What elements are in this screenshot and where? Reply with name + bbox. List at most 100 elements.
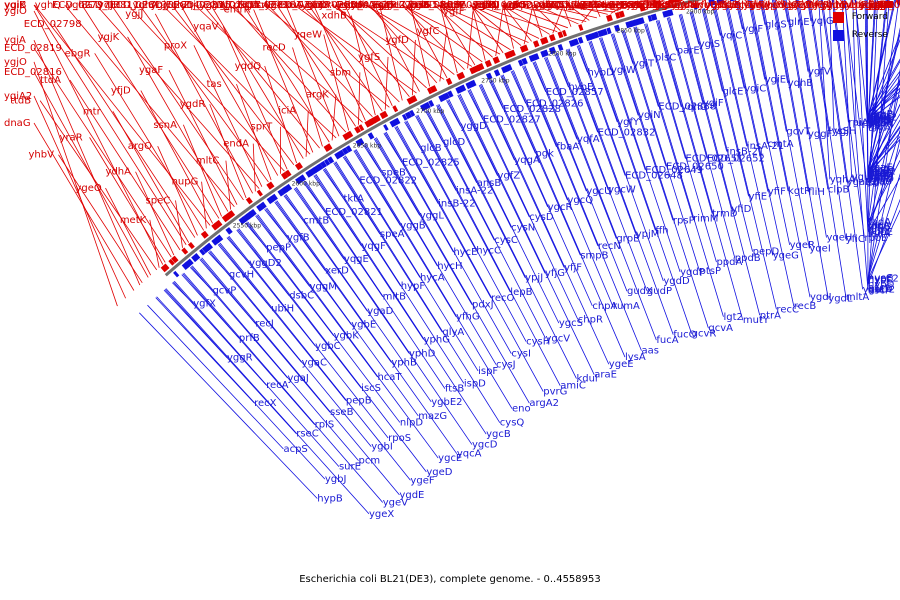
gene-leader-line	[469, 89, 579, 320]
gene-label: ygaU	[867, 177, 893, 188]
gene-label: gudP	[647, 286, 672, 297]
gene-label: parC	[868, 170, 892, 181]
gene-leader-line	[333, 162, 381, 235]
gene-leader-line	[760, 0, 787, 132]
gene-label: aer	[868, 110, 885, 121]
gene-label: ebgC	[630, 0, 656, 11]
gene-label: rseC	[296, 429, 318, 440]
gene-label: ECD_02816	[4, 67, 62, 78]
gene-leader-line	[438, 104, 577, 379]
gene-leader-line	[257, 214, 439, 459]
gene-leader-line	[704, 8, 777, 310]
gene-label: hybC	[692, 0, 718, 11]
gene-label: ygfK	[845, 0, 868, 11]
forward-feature	[606, 14, 613, 22]
gene-label: fucR	[808, 0, 830, 11]
gene-label: lepB	[510, 287, 532, 298]
gene-label: ECD_02810	[868, 0, 900, 11]
gene-label: fucI	[868, 0, 886, 11]
forward-feature	[392, 105, 399, 113]
gene-label: ppdA	[716, 257, 742, 268]
gene-leader-line	[833, 0, 865, 238]
gene-label: ygeL	[868, 110, 892, 121]
gene-leader-line	[675, 0, 684, 6]
gene-label: fliH	[808, 187, 825, 198]
forward-feature	[171, 255, 179, 264]
gene-leader-line	[867, 132, 900, 172]
gene-leader-line	[666, 17, 678, 51]
gene-label: yqeX	[631, 0, 656, 11]
gene-label: recX	[254, 398, 277, 409]
gene-leader-line	[644, 24, 656, 58]
gene-leader-line	[164, 289, 297, 434]
gene-label: ECD_02832	[598, 127, 656, 138]
gene-leader-line	[275, 201, 392, 363]
gene-label: yqeI	[809, 243, 830, 254]
reverse-feature	[249, 208, 257, 217]
gene-label: hypE	[441, 0, 466, 11]
gene-label: ygiS2	[868, 167, 896, 178]
reverse-feature	[401, 113, 408, 121]
gene-label: ygiM	[821, 0, 845, 11]
gene-leader-line	[734, 0, 741, 6]
gene-label: recD	[263, 42, 287, 53]
reverse-feature	[191, 253, 201, 263]
reverse-swatch	[832, 29, 844, 41]
reverse-feature	[528, 54, 537, 63]
gene-leader-line	[773, 0, 809, 192]
gene-label: insA-21	[747, 141, 784, 152]
reverse-feature	[438, 93, 448, 103]
gene-leader-line	[867, 126, 900, 174]
gene-leader-line	[94, 53, 205, 231]
gene-label: yhbT	[868, 0, 894, 11]
gene-leader-line	[667, 17, 708, 159]
gene-leader-line	[438, 4, 529, 43]
reverse-feature	[443, 92, 450, 100]
gene-leader-line	[364, 144, 438, 267]
axis-tick-label: 2600 kbp	[292, 181, 320, 188]
gene-label: ECD_02836	[373, 0, 431, 11]
gene-leader-line	[524, 65, 642, 351]
gene-label: ygfY	[617, 117, 640, 128]
reverse-feature	[585, 33, 593, 42]
gene-label: nlpD	[400, 417, 423, 428]
gene-leader-line	[533, 4, 561, 31]
gene-label: ygbE2	[431, 397, 462, 408]
gene-leader-line	[598, 38, 612, 71]
gene-leader-line	[736, 0, 768, 144]
gene-label: yqeH	[826, 233, 852, 244]
gene-leader-line	[867, 84, 900, 115]
gene-leader-line	[183, 272, 383, 503]
forward-feature	[323, 143, 333, 152]
gene-leader-line	[194, 4, 337, 139]
gene-leader-line	[783, 0, 789, 23]
gene-label: csdA	[739, 0, 763, 11]
gene-label: clpB	[828, 184, 850, 195]
gene-label: rumA	[613, 301, 640, 312]
gene-label: grpE	[616, 234, 639, 245]
gene-label: ECD_02648	[625, 170, 683, 181]
gene-label: guaD	[410, 0, 437, 11]
gene-leader-line	[89, 137, 166, 263]
gene-leader-line	[209, 251, 302, 363]
gene-leader-line	[458, 94, 546, 274]
gene-leader-line	[33, 10, 164, 265]
gene-label: yqeF	[868, 115, 892, 126]
gene-leader-line	[401, 4, 501, 55]
gene-label: eno	[512, 404, 531, 415]
legend-item-reverse: Reverse	[832, 26, 888, 44]
gene-label: agaR	[372, 0, 398, 11]
reverse-feature	[606, 27, 612, 35]
gene-label: argK	[306, 90, 329, 101]
legend-label-reverse: Reverse	[851, 30, 888, 40]
axis-tick-label: 2950 kbp	[757, 0, 785, 1]
gene-label: ebgR	[65, 48, 91, 59]
gene-leader-line	[867, 198, 900, 285]
gene-leader-line	[469, 4, 540, 39]
reverse-feature	[485, 72, 493, 80]
forward-feature	[211, 222, 219, 231]
gene-leader-line	[531, 4, 543, 38]
gene-label: hypF2	[868, 273, 899, 284]
axis-tick-label: 2850 kbp	[617, 27, 645, 34]
